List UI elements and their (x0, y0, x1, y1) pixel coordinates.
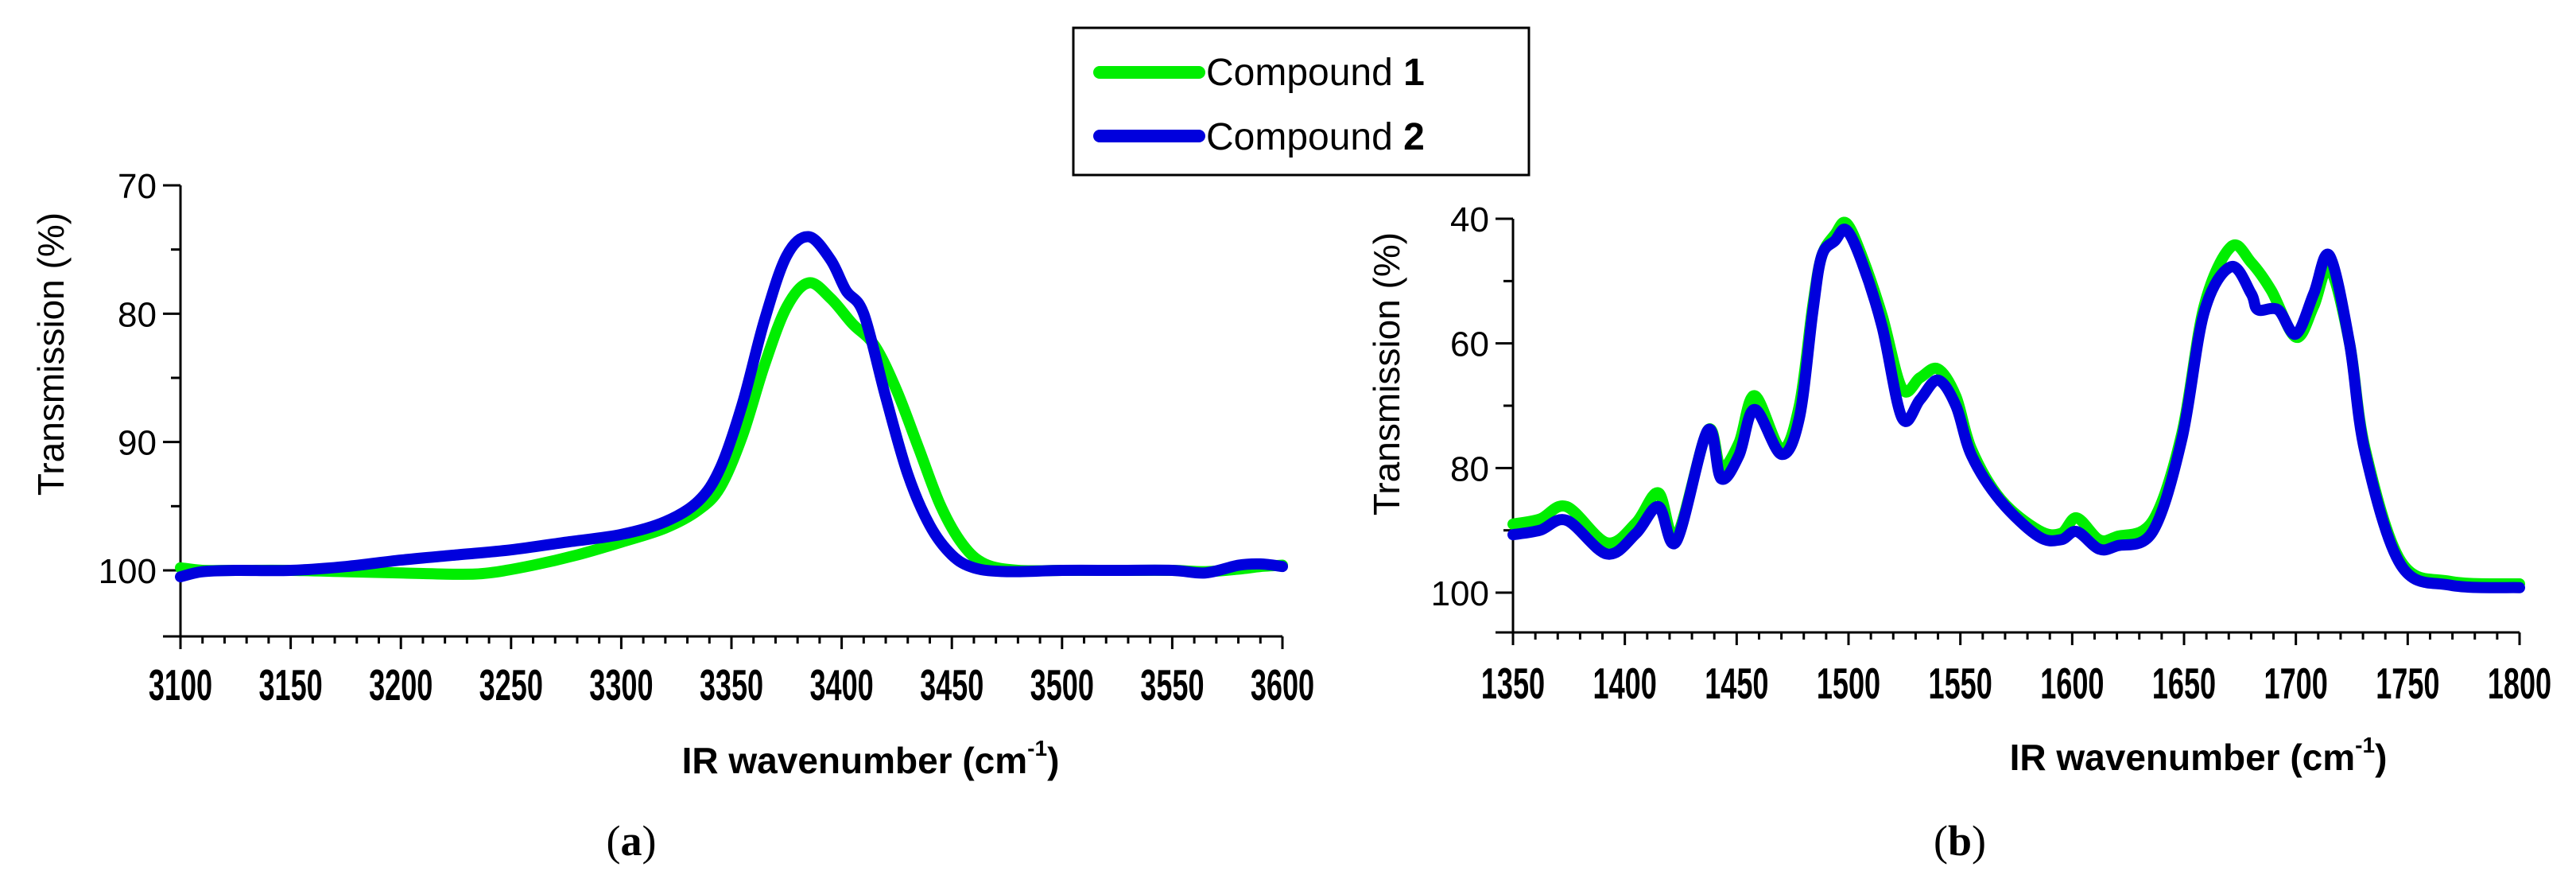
x-axis-title-a: IR wavenumber (cm-1) (682, 736, 1060, 781)
x-tick-label: 3450 (920, 660, 983, 709)
x-tick-label: 1500 (1817, 659, 1880, 707)
series-line-compound-2 (1507, 224, 2525, 593)
legend: Compound 1 Compound 2 (1072, 26, 1530, 177)
y-tick-label: 100 (99, 552, 157, 591)
chart-panel-a: 70 80 90 100 3100 3150 3200 3250 3300 3350 3400 345… (30, 167, 1314, 865)
x-tick-label: 3150 (258, 660, 322, 709)
y-axis-title-a: Transmission (%) (30, 212, 72, 496)
x-tick-label: 3250 (479, 660, 543, 709)
panel-label-a: (a) (607, 817, 657, 865)
x-tick-label: 3200 (369, 660, 433, 709)
x-tick-label: 3500 (1030, 660, 1094, 709)
legend-box (1072, 26, 1530, 177)
y-tick-label: 80 (1450, 449, 1489, 488)
x-tick-label: 1650 (2152, 659, 2216, 707)
y-axis-title-b: Transmission (%) (1366, 232, 1407, 515)
x-tick-label: 1600 (2040, 659, 2104, 707)
x-tick-label: 1450 (1705, 659, 1768, 707)
x-tick-label: 1750 (2376, 659, 2439, 707)
x-tick-label: 1700 (2264, 659, 2328, 707)
x-tick-label: 1550 (1929, 659, 1992, 707)
chart-panel-b: 40 60 80 100 1350 1400 1450 1500 1550 1600 1650 170… (1366, 200, 2551, 865)
x-axis-title-b: IR wavenumber (cm-1) (2010, 733, 2388, 778)
series-line-compound-2 (175, 231, 1288, 583)
x-tick-label: 3100 (149, 660, 212, 709)
x-tick-label: 1400 (1593, 659, 1657, 707)
x-tick-label: 1350 (1481, 659, 1545, 707)
y-tick-label: 90 (118, 424, 157, 463)
x-tick-label: 3600 (1251, 660, 1314, 709)
y-tick-label: 80 (118, 295, 157, 334)
y-tick-label: 100 (1431, 574, 1489, 613)
x-tick-label: 1800 (2488, 659, 2551, 707)
y-tick-label: 70 (118, 167, 157, 206)
plot-area-a: 70 80 90 100 3100 3150 3200 3250 3300 3350 3400 345… (99, 167, 1315, 710)
legend-label-compound-2: Compound 2 (1206, 116, 1425, 158)
x-tick-label: 3550 (1140, 660, 1204, 709)
plot-area-b: 40 60 80 100 1350 1400 1450 1500 1550 1600 1650 170… (1431, 200, 2552, 708)
y-tick-label: 60 (1450, 325, 1489, 364)
y-tick-label: 40 (1450, 200, 1489, 239)
panel-label-b: (b) (1934, 817, 1986, 865)
x-tick-label: 3300 (589, 660, 653, 709)
legend-label-compound-1: Compound 1 (1206, 52, 1425, 94)
x-tick-label: 3350 (700, 660, 763, 709)
x-tick-label: 3400 (809, 660, 873, 709)
